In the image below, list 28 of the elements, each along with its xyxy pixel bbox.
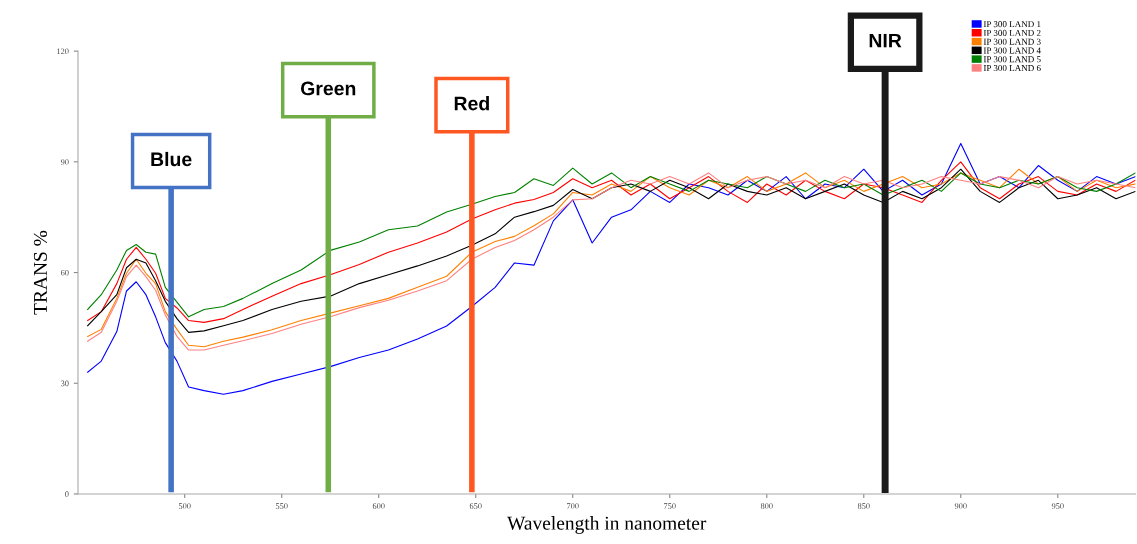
ref-line-label: Red xyxy=(454,96,489,111)
legend-label: IP 300 LAND 4 xyxy=(983,47,1041,54)
x-tick-label: 650 xyxy=(469,503,482,509)
ref-line-label: Green xyxy=(300,81,356,96)
legend-label: IP 300 LAND 5 xyxy=(983,56,1041,63)
x-tick-label: 600 xyxy=(372,503,385,509)
x-tick-label: 500 xyxy=(178,503,191,509)
x-tick-label: 800 xyxy=(760,503,773,509)
x-tick-label: 750 xyxy=(664,503,676,509)
y-tick-label: 0 xyxy=(65,491,69,497)
y-axis-title: TRANS % xyxy=(33,230,48,315)
x-axis-title: Wavelength in nanometer xyxy=(507,516,707,534)
x-tick-label: 700 xyxy=(567,503,579,509)
x-tick-label: 950 xyxy=(1051,503,1064,509)
y-tick-label: 120 xyxy=(57,48,69,55)
line-series xyxy=(87,142,1136,395)
x-tick-label: 850 xyxy=(857,503,870,509)
legend-label: IP 300 LAND 2 xyxy=(983,29,1041,36)
ref-line-label: NIR xyxy=(869,33,902,48)
y-tick-label: 60 xyxy=(61,269,69,276)
y-tick-label: 90 xyxy=(60,159,69,165)
legend-label: IP 300 LAND 3 xyxy=(983,38,1041,45)
x-tick-label: 900 xyxy=(954,503,967,509)
legend-label: IP 300 LAND 1 xyxy=(983,21,1041,28)
x-tick-label: 550 xyxy=(275,503,288,509)
legend-label: IP 300 LAND 6 xyxy=(983,65,1041,72)
y-tick-label: 30 xyxy=(61,380,69,387)
ref-line-label: Blue xyxy=(151,151,192,167)
